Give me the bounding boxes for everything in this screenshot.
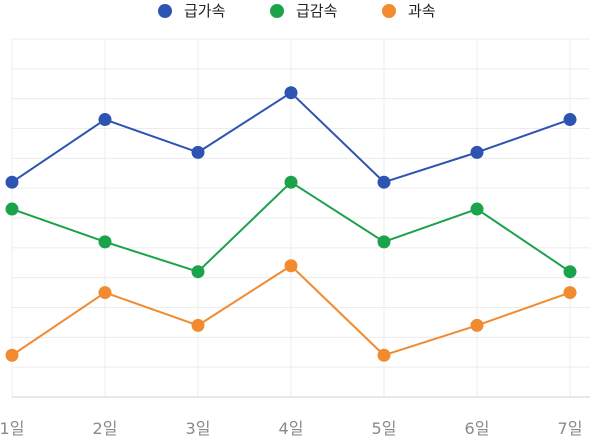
series-lines — [5, 86, 577, 362]
series-3 — [5, 259, 577, 362]
x-tick-label: 5일 — [372, 419, 397, 438]
data-point — [470, 202, 484, 216]
legend-label: 과속 — [408, 2, 436, 20]
data-point — [191, 265, 205, 279]
data-point — [563, 265, 577, 279]
legend-marker — [382, 4, 396, 18]
data-point — [284, 86, 298, 100]
data-point — [470, 145, 484, 159]
data-point — [377, 235, 391, 249]
series-2 — [5, 175, 577, 279]
legend-marker — [270, 4, 284, 18]
legend: 급가속 급감속 과속 — [158, 2, 436, 20]
x-tick-label: 2일 — [93, 419, 118, 438]
grid-lines — [11, 38, 590, 398]
legend-label: 급감속 — [296, 2, 338, 20]
data-point — [191, 318, 205, 332]
data-point — [284, 175, 298, 189]
legend-item: 급가속 — [158, 2, 226, 20]
series-1 — [5, 86, 577, 189]
x-tick-label: 6일 — [465, 419, 490, 438]
x-tick-label: 7일 — [558, 419, 583, 438]
legend-item: 급감속 — [270, 2, 338, 20]
x-tick-label: 4일 — [279, 419, 304, 438]
data-point — [5, 202, 19, 216]
data-point — [377, 348, 391, 362]
x-tick-label: 3일 — [186, 419, 211, 438]
x-tick-label: 1일 — [0, 419, 24, 438]
data-point — [98, 286, 112, 300]
data-point — [284, 259, 298, 273]
data-point — [98, 235, 112, 249]
data-point — [377, 175, 391, 189]
data-point — [191, 145, 205, 159]
data-point — [563, 113, 577, 127]
legend-label: 급가속 — [184, 2, 226, 20]
data-point — [5, 348, 19, 362]
data-point — [563, 286, 577, 300]
data-point — [5, 175, 19, 189]
data-point — [470, 318, 484, 332]
data-point — [98, 113, 112, 127]
x-axis: 1일 2일 3일 4일 5일 6일 7일 — [0, 396, 590, 438]
legend-marker — [158, 4, 172, 18]
legend-item: 과속 — [382, 2, 436, 20]
